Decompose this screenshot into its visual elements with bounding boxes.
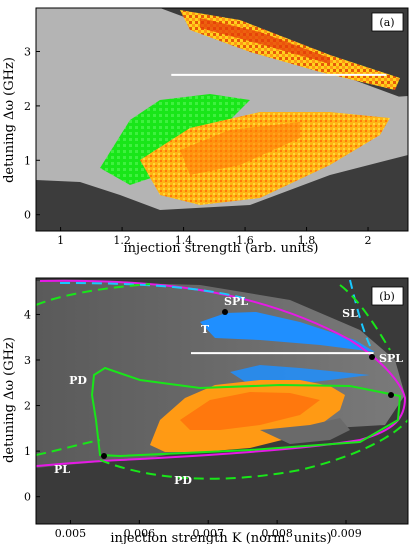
x-tick-label-a-0: 1 xyxy=(57,234,64,247)
pd-dashed-left xyxy=(36,439,101,456)
x-tick-label-a-4: 1.8 xyxy=(298,234,316,247)
ticks-b: 0.005 0.006 0.007 0.008 0.009 0 1 2 3 4 xyxy=(24,308,362,540)
y-tick-label-b-2: 2 xyxy=(24,400,31,413)
curve-label-pd-bottom: PD xyxy=(174,474,192,487)
period-doubling-curve xyxy=(90,366,402,458)
panel-label-b: (b) xyxy=(379,290,395,303)
x-tick-label-a-5: 2 xyxy=(365,234,372,247)
ticks-a: 1 1.2 1.4 1.6 1.8 2 0 1 2 3 xyxy=(24,46,372,247)
x-tick-label-a-2: 1.4 xyxy=(175,234,193,247)
y-tick-label-b-0: 0 xyxy=(24,491,31,504)
x-tick-label-b-0: 0.005 xyxy=(55,527,87,540)
pd-dashed-top-left xyxy=(36,283,151,306)
y-axis-label-a: detuning Δω (GHz) xyxy=(2,57,17,183)
sl-dashed-curve-top xyxy=(59,282,251,301)
saddle-node-curve xyxy=(36,279,407,467)
x-axis-label-a: injection strength (arb. units) xyxy=(124,241,319,256)
curve-label-t: T xyxy=(201,323,210,336)
axes-frame-b xyxy=(35,277,409,525)
grey-sliver xyxy=(260,418,350,444)
y-tick-label-b-4: 4 xyxy=(24,308,31,321)
pd-dashed-bottom xyxy=(99,419,408,480)
x-tick-label-a-1: 1.2 xyxy=(113,234,131,247)
panel-label-box-a xyxy=(371,12,404,32)
x-tick-label-a-3: 1.6 xyxy=(236,234,254,247)
lower-chaos-lobe xyxy=(140,112,390,205)
curve-label-pl: PL xyxy=(54,463,70,476)
upper-chaos-core xyxy=(200,18,330,64)
spl-point-right xyxy=(369,354,375,360)
x-tick-label-b-3: 0.008 xyxy=(261,527,293,540)
x-tick-label-b-2: 0.007 xyxy=(192,527,224,540)
axes-frame-a xyxy=(35,7,409,232)
panel-b: SPL SPL SL T PD PD PL (b) 0.005 0.006 0.00… xyxy=(2,277,409,544)
x-tick-label-b-4: 0.009 xyxy=(330,527,362,540)
curve-label-spl-top: SPL xyxy=(224,295,248,308)
panel-label-box-b xyxy=(371,286,404,306)
panel-a: (a) 1 1.2 1.4 1.6 1.8 2 0 1 2 3 injection strengt… xyxy=(2,7,409,256)
y-tick-label-a-2: 2 xyxy=(24,100,31,113)
x-axis-label-b: injection strength K (norm. units) xyxy=(110,531,331,544)
lower-chaos-core xyxy=(180,122,300,175)
y-tick-label-a-1: 1 xyxy=(24,154,31,167)
y-tick-label-a-3: 3 xyxy=(24,46,31,59)
sl-dashed-curve xyxy=(349,279,373,351)
y-tick-label-a-0: 0 xyxy=(24,209,31,222)
pl-point xyxy=(101,453,107,459)
panel-label-a: (a) xyxy=(379,16,394,29)
y-tick-label-b-3: 3 xyxy=(24,354,31,367)
curve-label-spl-right: SPL xyxy=(379,352,403,365)
pd-dashed-right xyxy=(339,284,391,351)
y-axis-label-b: detuning Δω (GHz) xyxy=(2,337,17,463)
torus-region xyxy=(200,312,375,352)
chaos-lobe-core xyxy=(180,392,320,430)
codim2-point xyxy=(388,392,394,398)
x-tick-label-b-1: 0.006 xyxy=(124,527,156,540)
y-tick-label-b-1: 1 xyxy=(24,445,31,458)
curve-label-sl: SL xyxy=(342,307,358,320)
spl-point-top xyxy=(222,309,228,315)
curve-label-pd-left: PD xyxy=(69,374,87,387)
